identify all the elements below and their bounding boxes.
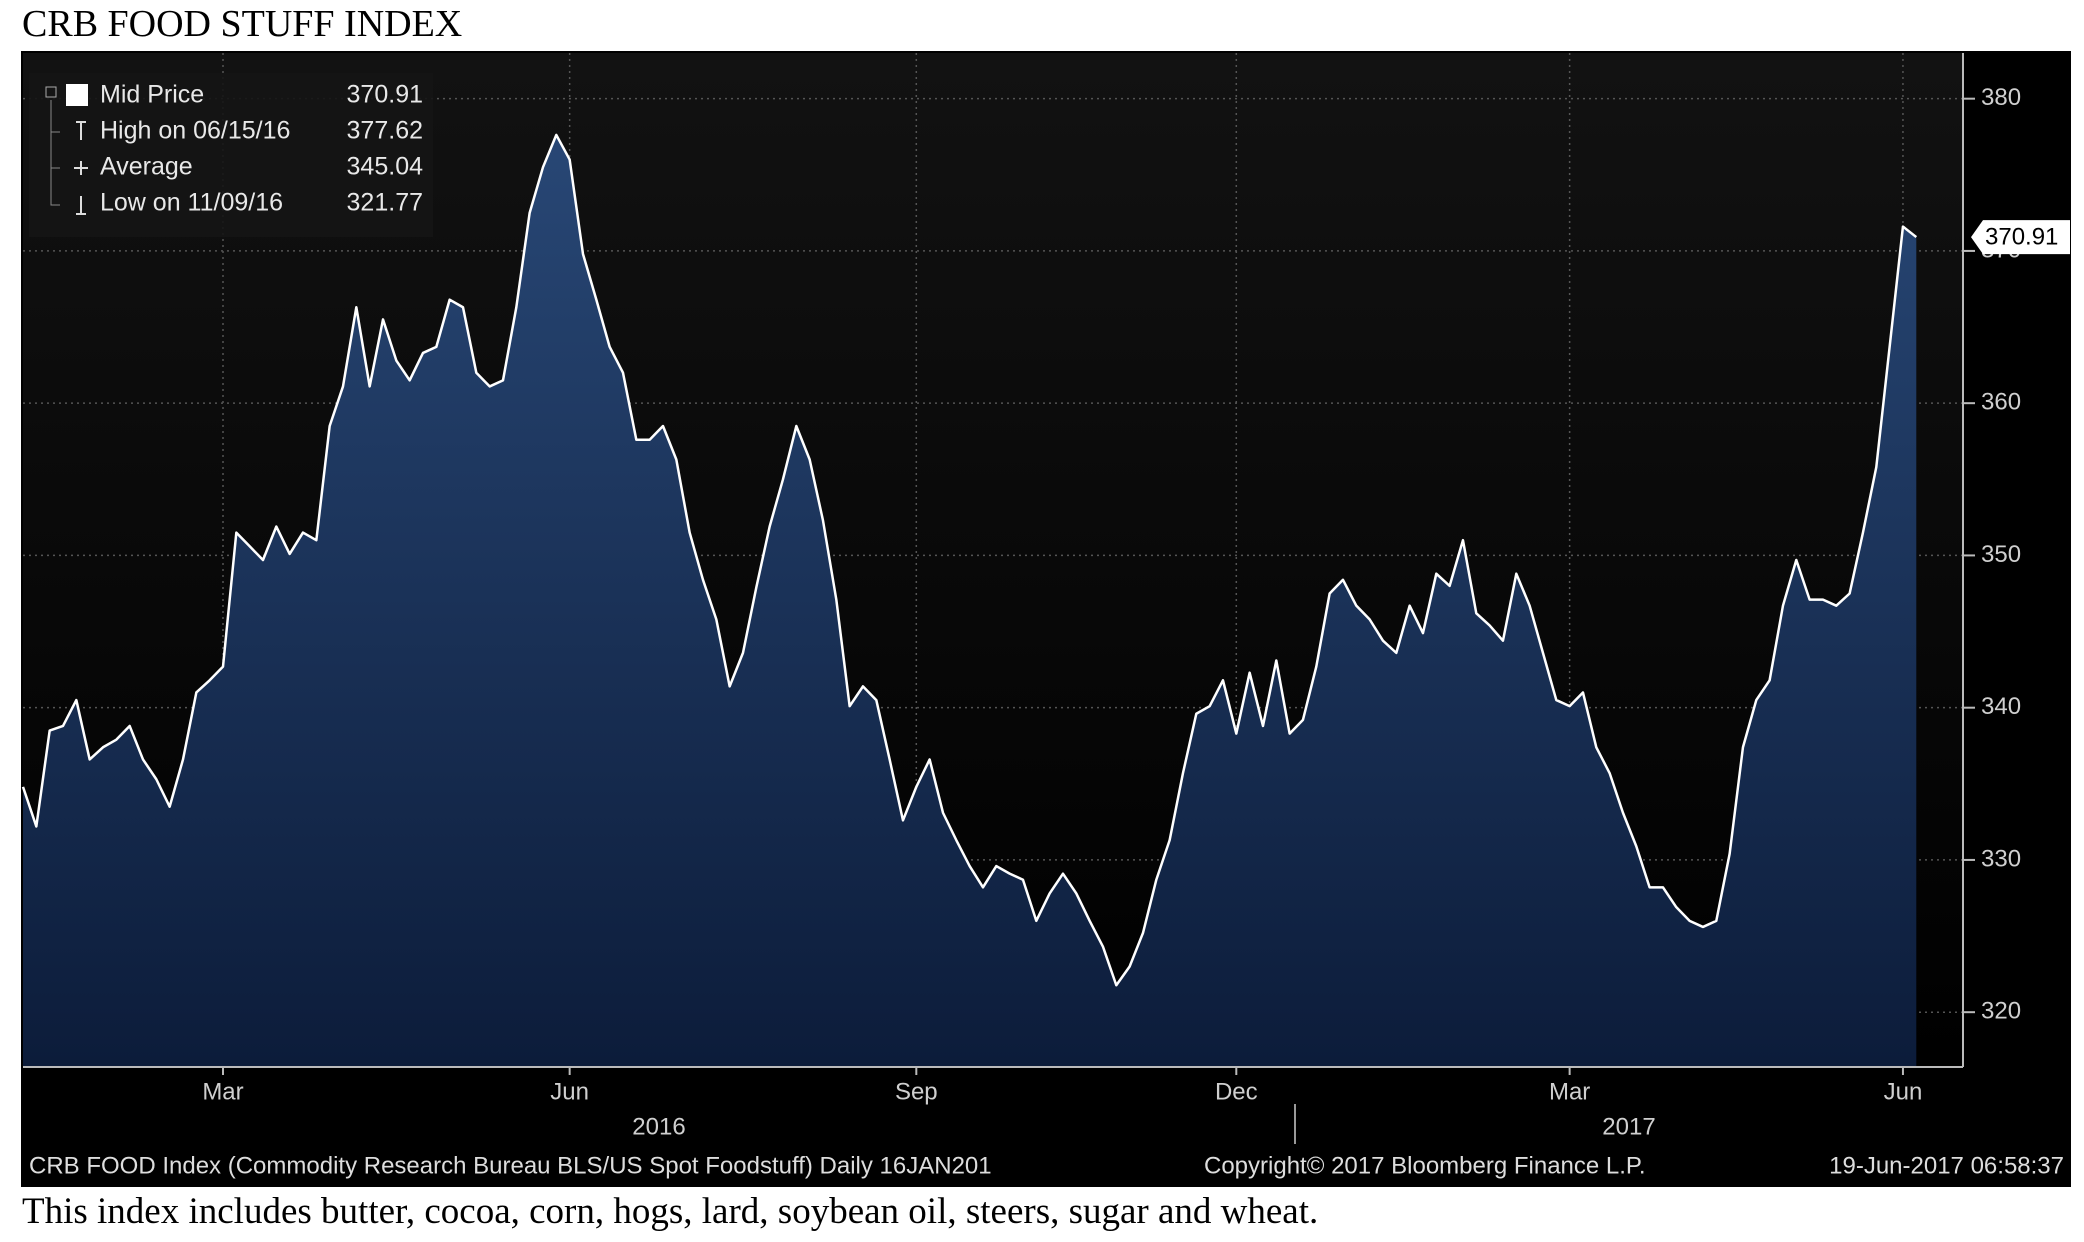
- legend-stat-value: 321.77: [347, 189, 423, 217]
- y-tick-label: 380: [1981, 84, 2021, 111]
- legend-value: 370.91: [347, 81, 423, 109]
- x-tick-label: Mar: [202, 1078, 243, 1105]
- x-tick-label: Dec: [1215, 1078, 1258, 1105]
- timestamp: 19-Jun-2017 06:58:37: [1829, 1152, 2064, 1179]
- legend-stat-label: Average: [100, 153, 193, 181]
- legend-tree: [50, 100, 60, 206]
- axes: 320330340350360370380MarJunSepDecMarJun2…: [202, 84, 2070, 1140]
- legend-box: [29, 73, 433, 237]
- legend-stat-label: Low on 11/09/16: [100, 189, 283, 217]
- legend-collapse-icon: [45, 86, 57, 98]
- last-price-label: 370.91: [1985, 223, 2058, 250]
- x-group-label: 2017: [1602, 1113, 1655, 1140]
- x-group-label: 2016: [632, 1113, 685, 1140]
- x-tick-label: Sep: [895, 1078, 938, 1105]
- legend-high-icon: [76, 121, 86, 140]
- y-tick-label: 340: [1981, 693, 2021, 720]
- legend-swatch: [66, 84, 88, 106]
- line: [21, 133, 1918, 987]
- legend-stat-label: High on 06/15/16: [100, 117, 290, 145]
- caption: This index includes butter, cocoa, corn,…: [22, 1191, 1319, 1232]
- y-tick-label: 360: [1981, 389, 2021, 416]
- legend-average-icon: [74, 161, 88, 175]
- legend-stat-value: 345.04: [347, 153, 424, 181]
- y-tick-label: 320: [1981, 998, 2021, 1025]
- legend-low-icon: [76, 196, 86, 215]
- legend-stat-value: 377.62: [347, 117, 423, 145]
- legend: Mid Price 370.91 High on 06/15/16 377.62 A…: [29, 73, 433, 237]
- chart-title: CRB FOOD STUFF INDEX: [22, 3, 463, 45]
- y-tick-label: 330: [1981, 845, 2021, 872]
- x-tick-label: Mar: [1549, 1078, 1590, 1105]
- copyright: Copyright© 2017 Bloomberg Finance L.P.: [1204, 1152, 1646, 1179]
- data-marks: [21, 133, 1918, 1067]
- x-tick-label: Jun: [1884, 1078, 1923, 1105]
- x-tick-label: Jun: [550, 1078, 589, 1105]
- y-tick-label: 350: [1981, 541, 2021, 568]
- source-note: CRB FOOD Index (Commodity Research Burea…: [29, 1152, 992, 1179]
- last-price-tag: [1971, 220, 2070, 255]
- legend-label: Mid Price: [100, 81, 204, 109]
- area: [23, 134, 1917, 1067]
